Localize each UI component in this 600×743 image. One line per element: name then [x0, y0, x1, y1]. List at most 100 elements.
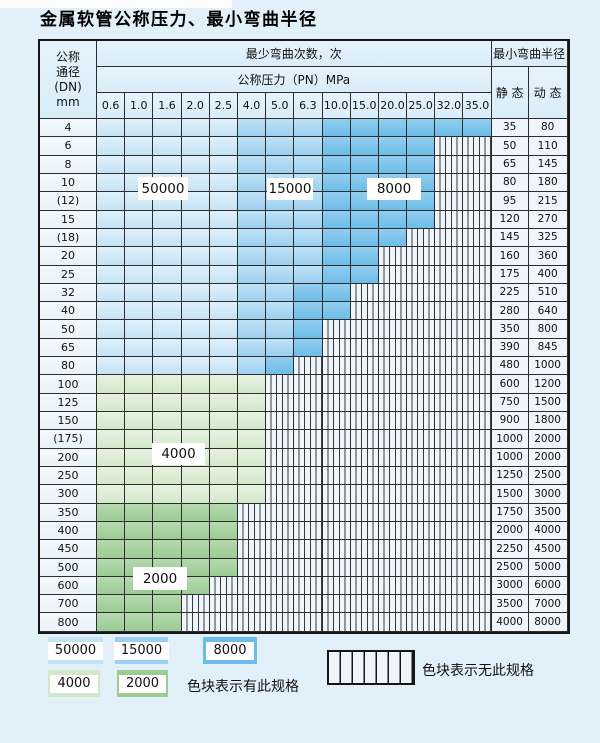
zone-cell-z15000 — [266, 265, 295, 284]
legend-swatch-2000: 2000 — [117, 670, 168, 697]
dynamic-radius-cell: 510 — [528, 283, 568, 303]
hatch-cell — [435, 210, 464, 229]
zone-cell-z4000 — [153, 375, 182, 394]
zone-cell-z15000 — [294, 155, 323, 174]
zone-cell-z2000 — [97, 521, 126, 541]
hatch-cell — [463, 375, 492, 394]
static-radius-cell: 3500 — [491, 595, 529, 614]
zone-cell-z4000 — [97, 375, 126, 394]
zone-cell-z50000 — [209, 338, 238, 358]
zone-cell-z4000 — [181, 375, 210, 394]
legend-hatch-swatch — [327, 650, 415, 685]
hatch-cell — [350, 375, 379, 394]
hatch-cell — [294, 430, 323, 449]
zone-cell-z50000 — [153, 119, 182, 138]
zone-cell-z50000 — [209, 173, 238, 193]
zone-cell-z2000 — [209, 558, 238, 577]
hatch-cell — [407, 558, 436, 577]
zone-cell-z50000 — [125, 302, 154, 321]
zone-cell-z2000 — [181, 540, 210, 559]
hatch-cell — [435, 595, 464, 614]
hatch-cell — [237, 595, 267, 614]
hatch-cell — [237, 613, 267, 632]
hatch-cell — [322, 613, 351, 632]
hatch-cell — [350, 576, 379, 596]
zone-cell-z50000 — [153, 357, 182, 376]
static-radius-cell: 35 — [491, 119, 529, 138]
zone-cell-z2000 — [97, 503, 126, 522]
zone-cell-z15000 — [237, 137, 267, 156]
dynamic-radius-cell: 360 — [528, 247, 568, 266]
zone-cell-z2000 — [153, 613, 182, 632]
hatch-cell — [407, 357, 436, 376]
zone-label-2000: 2000 — [133, 567, 187, 590]
hatch-cell — [435, 558, 464, 577]
zone-cell-z8000 — [350, 119, 379, 138]
zone-cell-z4000 — [153, 485, 182, 504]
hatch-cell — [407, 265, 436, 284]
zone-cell-z50000 — [209, 302, 238, 321]
zone-cell-z15000 — [266, 320, 295, 339]
dn-cell: 800 — [40, 613, 97, 632]
legend-swatch-label: 15000 — [113, 641, 170, 660]
hatch-cell — [378, 503, 408, 522]
zone-cell-z8000 — [435, 119, 464, 138]
hatch-cell — [407, 320, 436, 339]
dynamic-radius-cell: 4500 — [528, 540, 568, 559]
zone-cell-z15000 — [266, 228, 295, 248]
zone-label-50000: 50000 — [138, 177, 188, 200]
zone-cell-z8000 — [266, 357, 295, 376]
hatch-cell — [266, 540, 295, 559]
static-radius-cell: 50 — [491, 137, 529, 156]
zone-cell-z50000 — [153, 155, 182, 174]
dn-cell: 25 — [40, 265, 97, 284]
pressure-tick-25.0: 25.0 — [407, 93, 436, 119]
hatch-cell — [350, 595, 379, 614]
hatch-cell — [435, 412, 464, 431]
zone-cell-z8000 — [322, 210, 351, 229]
zone-cell-z50000 — [209, 155, 238, 174]
zone-cell-z8000 — [378, 119, 408, 138]
zone-cell-z50000 — [181, 283, 210, 303]
zone-cell-z50000 — [181, 228, 210, 248]
hatch-cell — [463, 503, 492, 522]
zone-cell-z15000 — [266, 137, 295, 156]
zone-cell-z4000 — [209, 466, 238, 486]
legend-swatch-8000: 8000 — [203, 637, 257, 664]
hatch-cell — [294, 466, 323, 486]
hatch-cell — [378, 448, 408, 467]
dynamic-radius-cell: 3500 — [528, 503, 568, 522]
zone-label-8000: 8000 — [367, 178, 421, 200]
header-min-bend-radius: 最小弯曲半径 — [491, 41, 568, 67]
static-radius-cell: 4000 — [491, 613, 529, 632]
hatch-cell — [407, 466, 436, 486]
dn-cell: 700 — [40, 595, 97, 614]
zone-cell-z8000 — [407, 119, 436, 138]
hatch-cell — [463, 155, 492, 174]
zone-cell-z4000 — [97, 466, 126, 486]
zone-cell-z2000 — [153, 503, 182, 522]
dynamic-radius-cell: 6000 — [528, 576, 568, 596]
hatch-cell — [435, 137, 464, 156]
hatch-cell — [322, 595, 351, 614]
hatch-cell — [350, 613, 379, 632]
pressure-tick-20.0: 20.0 — [378, 93, 408, 119]
dynamic-radius-cell: 270 — [528, 210, 568, 229]
hatch-cell — [266, 393, 295, 412]
pressure-tick-6.3: 6.3 — [294, 93, 323, 119]
static-radius-cell: 280 — [491, 302, 529, 321]
hatch-cell — [378, 613, 408, 632]
zone-cell-z50000 — [97, 338, 126, 358]
static-radius-cell: 2250 — [491, 540, 529, 559]
hatch-cell — [322, 558, 351, 577]
legend-swatch-label: 4000 — [50, 674, 98, 693]
zone-label-15000: 15000 — [267, 178, 313, 200]
hatch-cell — [435, 485, 464, 504]
zone-cell-z4000 — [181, 466, 210, 486]
dn-cell: 50 — [40, 320, 97, 339]
hatch-cell — [237, 576, 267, 596]
zone-cell-z4000 — [181, 485, 210, 504]
zone-cell-z8000 — [350, 228, 379, 248]
zone-cell-z8000 — [294, 338, 323, 358]
zone-cell-z8000 — [407, 210, 436, 229]
